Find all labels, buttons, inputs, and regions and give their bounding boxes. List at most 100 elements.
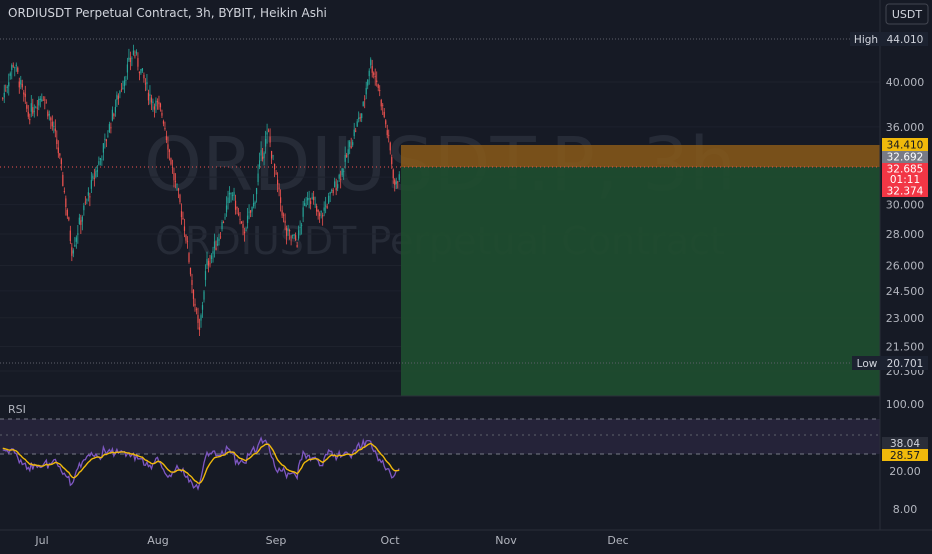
candle-body [141,68,144,71]
candle-body [281,210,283,216]
candle-body [388,135,390,136]
candle-body [304,203,306,206]
candle-body [216,244,219,246]
chart-title[interactable]: ORDIUSDT Perpetual Contract, 3h, BYBIT, … [8,6,327,20]
take-profit-zone[interactable] [401,167,880,396]
candle-body [322,215,324,217]
candle-body [198,327,201,330]
candle-body [317,209,319,213]
candle-body [251,206,253,212]
candles-series[interactable] [2,44,400,336]
candle-body [353,129,355,137]
candle-body [113,113,115,117]
price-tick-label: 30.000 [886,199,925,212]
candle-body [233,191,235,196]
low-label: Low [857,358,878,370]
candle-body [352,142,354,146]
candle-body [30,103,32,112]
rsi-value: 38.04 [890,438,920,450]
candle-body [96,169,98,172]
candle-body [358,117,360,120]
candle-body [194,303,196,306]
candle-body [359,117,361,119]
candle-body [323,207,325,211]
candle-body [290,236,292,238]
candle-body [269,136,271,143]
candle-body [108,124,110,132]
candle-body [267,130,270,132]
entry-price-tag [882,151,928,163]
candle-body [101,159,103,161]
candle-body [218,238,220,241]
candle-body [170,158,172,165]
candle-body [110,127,112,129]
candle-body [319,213,321,217]
candle-body [77,233,79,235]
ha-price-tag [882,185,928,197]
candle-body [350,146,352,149]
candle-body [337,184,339,189]
candle-body [234,200,237,210]
candle-body [9,73,11,76]
candle-body [21,83,23,88]
candle-body [243,231,246,234]
time-axis[interactable]: Jul Aug Sep Oct Nov Dec [34,534,628,547]
candle-body [20,80,22,85]
candle-body [150,97,153,103]
candle-body [246,215,249,224]
candle-body [212,251,214,254]
candle-body [99,157,101,160]
candle-body [272,155,274,157]
candle-body [35,107,37,109]
candle-body [24,93,26,97]
candle-body [248,211,250,213]
candle-body [278,187,280,189]
stop-loss-zone[interactable] [401,145,880,167]
candle-body [338,174,340,179]
candle-body [245,230,247,232]
time-tick-label: Oct [380,534,400,547]
candle-body [5,90,7,92]
candle-body [374,76,376,77]
candle-body [242,224,244,228]
candle-body [210,255,213,260]
candle-body [92,175,94,179]
candle-body [116,94,118,101]
price-tick-label: 24.500 [886,285,925,298]
candle-body [362,101,364,107]
candle-body [373,72,375,76]
ha-price: 32.374 [887,186,924,198]
candle-body [328,195,330,204]
candle-body [356,121,358,127]
rsi-tick-20: 20.00 [889,465,921,478]
candle-body [45,102,47,104]
currency-button-label[interactable]: USDT [892,8,923,21]
rsi-line [2,436,400,491]
candle-body [311,197,313,199]
candle-body [153,106,156,110]
price-tick-label: 28.000 [886,228,925,241]
candle-body [340,178,342,180]
candle-body [68,217,70,220]
candle-body [104,138,106,140]
candle-body [167,144,169,150]
candle-body [286,228,288,236]
candle-body [313,196,315,201]
currency-button[interactable] [885,3,929,25]
candle-body [398,174,400,180]
candle-body [132,50,135,55]
candle-body [50,117,52,121]
candle-body [380,99,382,107]
candle-body [343,171,345,172]
low-label-bg [852,356,882,370]
candle-body [57,147,59,154]
candle-body [200,315,202,321]
candle-body [165,136,168,141]
candle-body [383,111,385,118]
candle-body [90,180,92,189]
candle-body [346,154,348,158]
candle-body [263,152,265,159]
price-axis-ticks: 40.00036.00032.00030.00028.00026.00024.5… [886,76,925,378]
rsi-label[interactable]: RSI [8,403,26,416]
